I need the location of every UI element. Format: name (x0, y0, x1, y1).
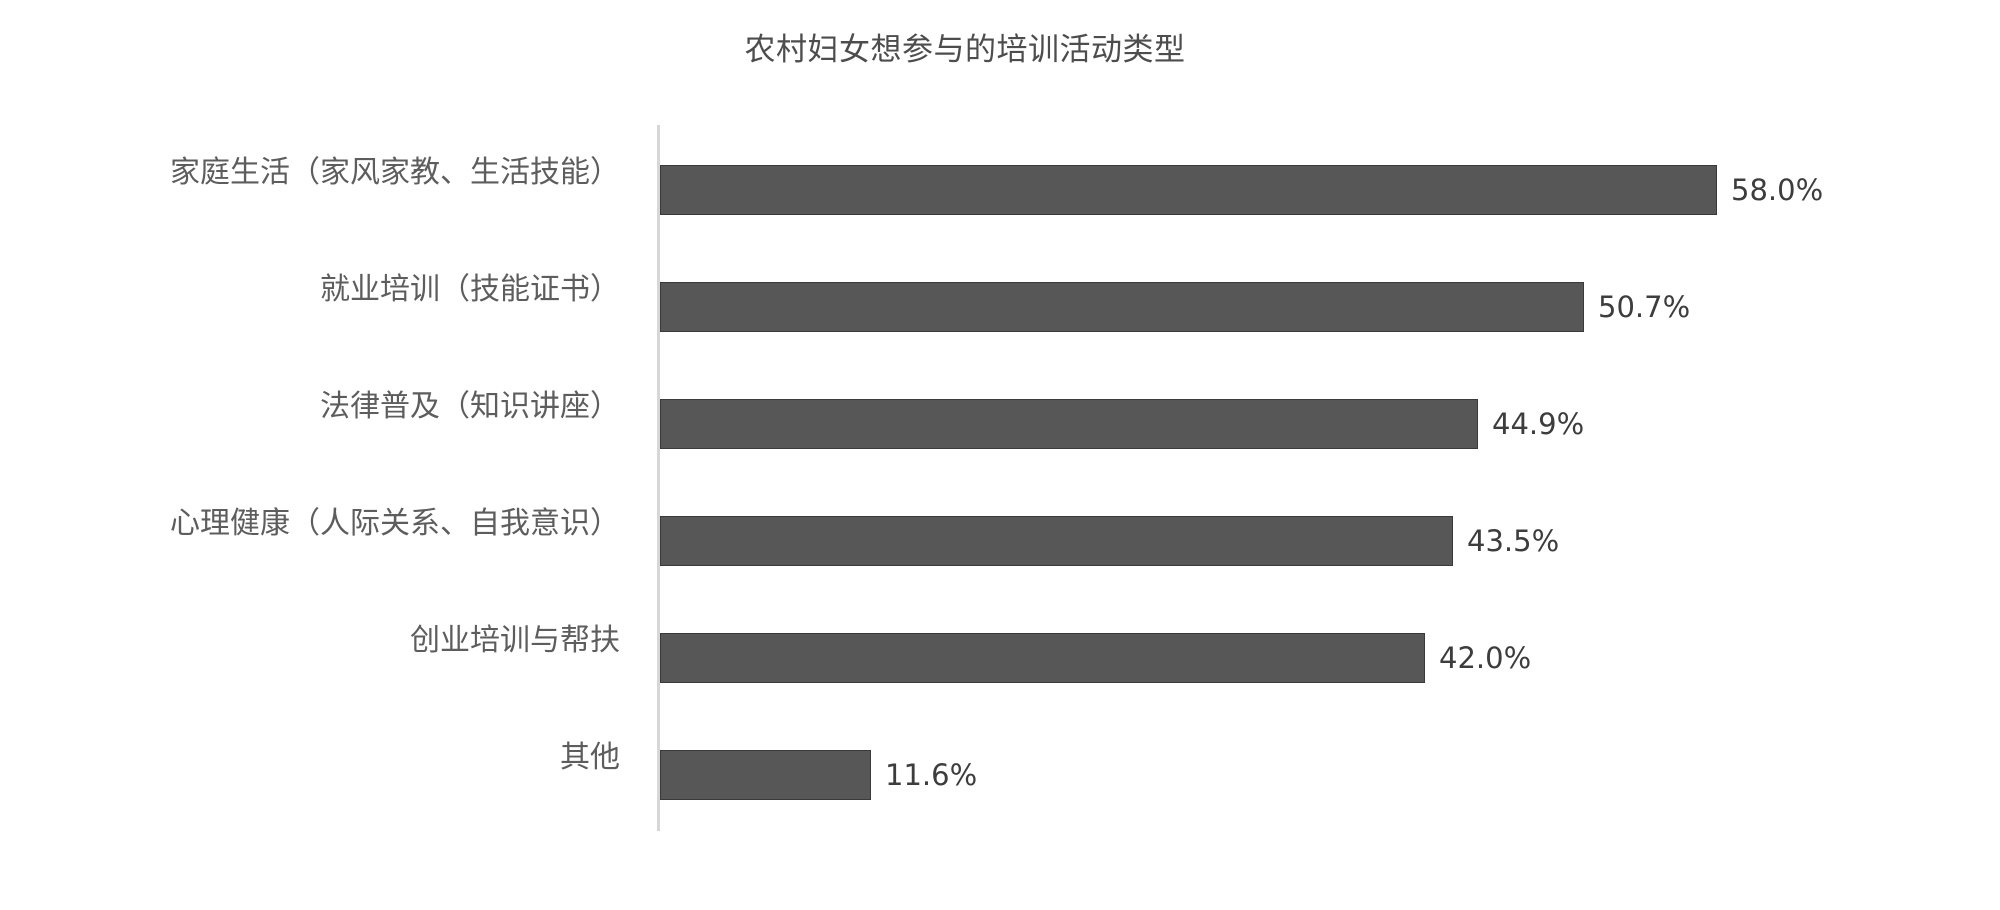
category-label: 法律普及（知识讲座） (320, 390, 620, 423)
value-label: 11.6% (885, 758, 978, 792)
value-label: 44.9% (1492, 407, 1585, 441)
bar-segment (660, 750, 871, 800)
bar-row: 就业培训（技能证书） 50.7% (0, 257, 2000, 374)
value-label: 42.0% (1439, 641, 1532, 675)
bar-row: 法律普及（知识讲座） 44.9% (0, 374, 2000, 491)
bar-row: 心理健康（人际关系、自我意识） 43.5% (0, 491, 2000, 608)
bar-row: 家庭生活（家风家教、生活技能） 58.0% (0, 140, 2000, 257)
category-label: 就业培训（技能证书） (320, 273, 620, 306)
value-label: 43.5% (1467, 524, 1560, 558)
value-label: 50.7% (1598, 290, 1691, 324)
category-label: 心理健康（人际关系、自我意识） (170, 507, 620, 540)
value-label: 58.0% (1731, 173, 1824, 207)
category-label: 其他 (560, 741, 620, 774)
category-axis-line (657, 125, 660, 831)
bar-segment (660, 399, 1478, 449)
bar-segment (660, 282, 1584, 332)
category-label: 家庭生活（家风家教、生活技能） (170, 156, 620, 189)
bar-segment (660, 516, 1453, 566)
bar-row: 其他 11.6% (0, 725, 2000, 842)
category-label: 创业培训与帮扶 (410, 624, 620, 657)
bar-segment (660, 633, 1425, 683)
chart-title: 农村妇女想参与的培训活动类型 (744, 32, 1186, 67)
bar-row: 创业培训与帮扶 42.0% (0, 608, 2000, 725)
bar-segment (660, 165, 1717, 215)
